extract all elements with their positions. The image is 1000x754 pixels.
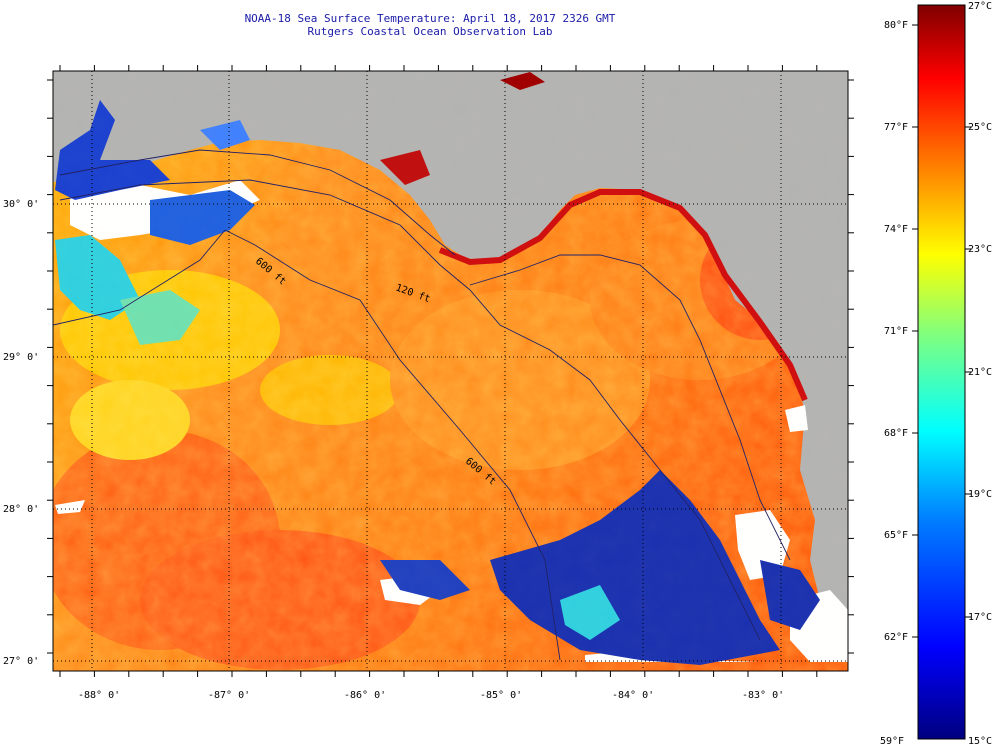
- map-title: NOAA-18 Sea Surface Temperature: April 1…: [244, 12, 616, 25]
- fahrenheit-label: 80°F: [884, 20, 908, 31]
- celsius-label: 25°C: [968, 122, 992, 133]
- lat-label: 27° 0': [3, 656, 39, 667]
- celsius-label: 27°C: [968, 1, 992, 12]
- fahrenheit-label: 77°F: [884, 122, 908, 133]
- lat-label: 30° 0': [3, 199, 39, 210]
- lon-label: -88° 0': [78, 690, 120, 701]
- celsius-label: 19°C: [968, 489, 992, 500]
- lon-label: -83° 0': [742, 690, 784, 701]
- graticule: [53, 71, 848, 671]
- lon-label: -85° 0': [480, 690, 522, 701]
- lat-label: 28° 0': [3, 504, 39, 515]
- celsius-label: 21°C: [968, 367, 992, 378]
- colorbar-gradient: [917, 4, 966, 740]
- map-subtitle: Rutgers Coastal Ocean Observation Lab: [307, 25, 553, 38]
- fahrenheit-label: 71°F: [884, 326, 908, 337]
- lat-label: 29° 0': [3, 352, 39, 363]
- celsius-label: 23°C: [968, 244, 992, 255]
- celsius-label: 15°C: [968, 736, 992, 747]
- fahrenheit-label: 68°F: [884, 428, 908, 439]
- sst-map: 600 ft 120 ft 600 ft 30° 0' 29° 0' 28° 0…: [3, 65, 854, 701]
- lon-label: -86° 0': [344, 690, 386, 701]
- isobath-lines: [53, 149, 791, 661]
- fahrenheit-label: 62°F: [884, 632, 908, 643]
- fahrenheit-label: 59°F: [880, 736, 904, 747]
- map-frame: [52, 70, 849, 672]
- fahrenheit-label: 65°F: [884, 530, 908, 541]
- lon-label: -87° 0': [208, 690, 250, 701]
- fahrenheit-label: 74°F: [884, 224, 908, 235]
- celsius-label: 17°C: [968, 612, 992, 623]
- lon-label: -84° 0': [612, 690, 654, 701]
- coastal-warm-rim: [438, 189, 808, 402]
